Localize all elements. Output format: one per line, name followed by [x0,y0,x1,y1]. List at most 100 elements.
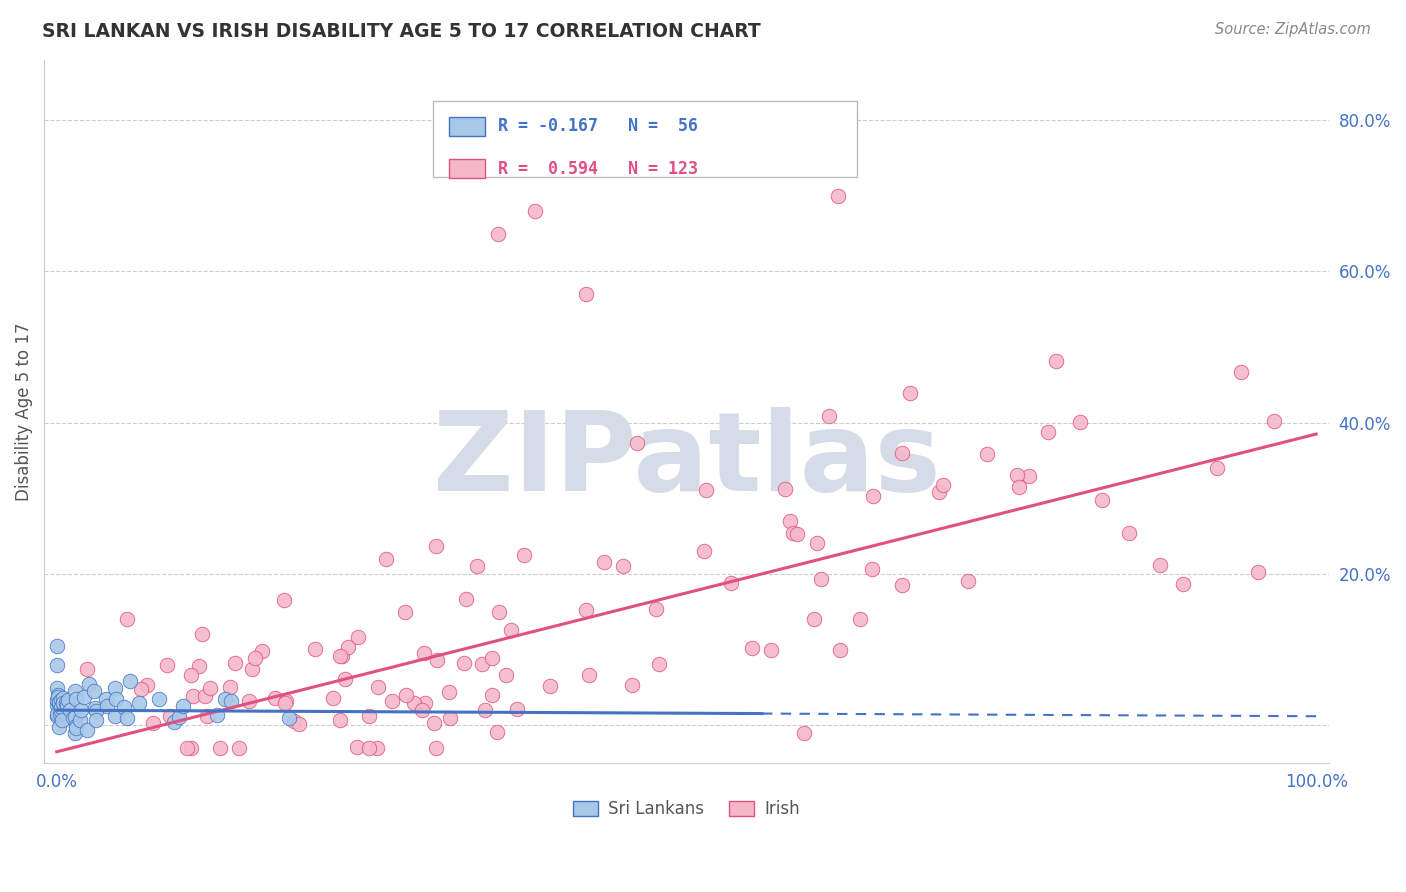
Point [465,558,488,573]
Point [395,688,418,702]
Point [304,642,326,657]
Point [180,668,202,682]
Point [104,709,127,723]
Point [891,578,914,592]
Point [49,704,72,718]
Point [240,661,263,675]
Point [84,713,107,727]
Point [273,592,295,607]
Point [46,657,69,672]
Point [359,741,381,756]
Point [59,703,82,717]
Point [793,726,815,740]
Point [96,698,118,713]
Point [181,689,204,703]
Point [84,701,107,715]
Point [46,690,69,704]
Point [322,691,344,706]
Point [741,641,763,656]
Point [330,649,353,664]
Point [104,681,127,695]
Point [169,710,191,724]
Point [45,681,67,695]
FancyBboxPatch shape [449,117,485,136]
Point [495,668,517,682]
Point [803,611,825,625]
Point [329,648,352,663]
Point [499,623,522,637]
Point [45,708,67,723]
Point [806,536,828,550]
Point [190,626,212,640]
Point [56,698,79,713]
Point [52,691,75,706]
Point [1036,425,1059,439]
Point [163,714,186,729]
Point [524,203,547,218]
Point [200,681,222,695]
Point [264,690,287,705]
Point [63,684,86,698]
Point [1018,468,1040,483]
Point [333,672,356,686]
Point [195,708,218,723]
Point [58,693,80,707]
Point [1005,468,1028,483]
Point [55,696,77,710]
Point [621,678,644,692]
Point [76,662,98,676]
Point [276,694,298,708]
Point [62,711,84,725]
Point [159,709,181,723]
Point [891,445,914,459]
Point [207,708,229,723]
Point [759,642,782,657]
Point [626,435,648,450]
Point [1118,526,1140,541]
Point [128,696,150,710]
Point [574,603,596,617]
Point [115,711,138,725]
Point [83,683,105,698]
Point [208,741,231,756]
Point [48,698,70,712]
Point [76,723,98,737]
Point [453,657,475,671]
Point [359,708,381,723]
Text: ZIPatlas: ZIPatlas [433,407,941,514]
Point [274,696,297,710]
Point [578,668,600,682]
Point [69,713,91,727]
Point [381,693,404,707]
Point [46,688,69,702]
Point [46,692,69,706]
Point [52,696,75,710]
Point [63,709,86,723]
Point [214,692,236,706]
Point [187,658,209,673]
Point [481,689,503,703]
Point [485,724,508,739]
Point [51,713,73,727]
Point [49,700,72,714]
Point [374,552,396,566]
Point [104,692,127,706]
Point [224,657,246,671]
Point [250,643,273,657]
Point [437,685,460,699]
Point [932,478,955,492]
Point [243,651,266,665]
Point [828,643,851,657]
Point [172,698,194,713]
Point [176,740,198,755]
Point [810,572,832,586]
Point [45,639,67,653]
Point [1230,365,1253,379]
Point [194,690,217,704]
Point [1091,493,1114,508]
Point [422,716,444,731]
Point [776,113,799,128]
Point [135,678,157,692]
Point [180,741,202,756]
Point [84,704,107,718]
